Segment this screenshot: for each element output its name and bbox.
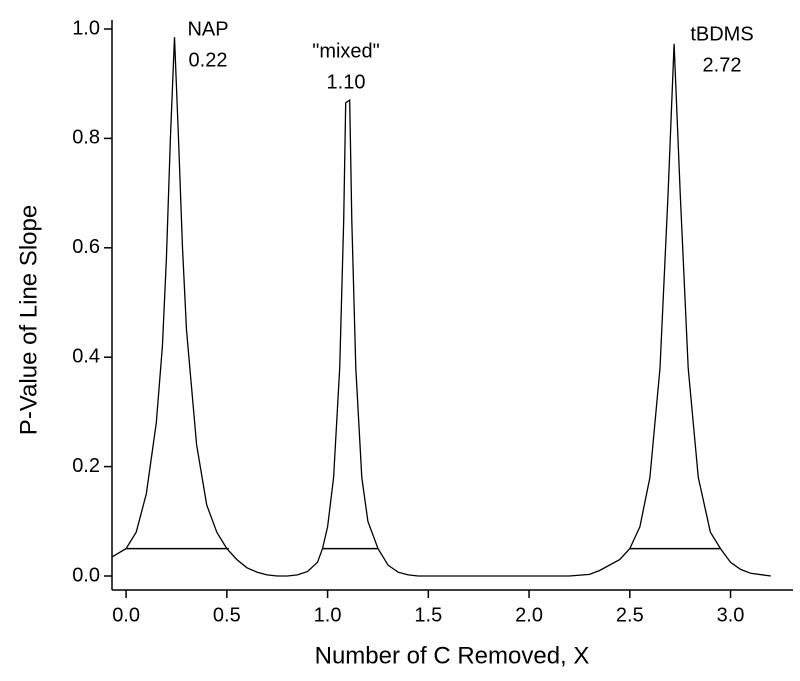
x-tick-label: 0.5 — [213, 604, 241, 626]
x-axis-title: Number of C Removed, X — [315, 642, 590, 669]
y-axis-title: P-Value of Line Slope — [15, 205, 42, 435]
x-tick-label: 1.5 — [414, 604, 442, 626]
x-tick-label: 2.0 — [515, 604, 543, 626]
annotation: "mixed" — [312, 40, 380, 62]
annotation: 0.22 — [189, 49, 228, 71]
x-tick-label: 2.5 — [616, 604, 644, 626]
y-tick-label: 1.0 — [72, 17, 100, 39]
data-line — [111, 37, 771, 577]
y-tick-label: 0.2 — [72, 455, 100, 477]
annotation: 1.10 — [327, 71, 366, 93]
annotation: tBDMS — [690, 23, 753, 45]
annotation: NAP — [187, 18, 228, 40]
x-tick-label: 3.0 — [717, 604, 745, 626]
x-tick-label: 1.0 — [314, 604, 342, 626]
annotation: 2.72 — [703, 54, 742, 76]
y-tick-label: 0.4 — [72, 345, 100, 367]
y-tick-label: 0.6 — [72, 236, 100, 258]
y-tick-label: 0.8 — [72, 127, 100, 149]
x-tick-label: 0.0 — [112, 604, 140, 626]
y-tick-label: 0.0 — [72, 564, 100, 586]
